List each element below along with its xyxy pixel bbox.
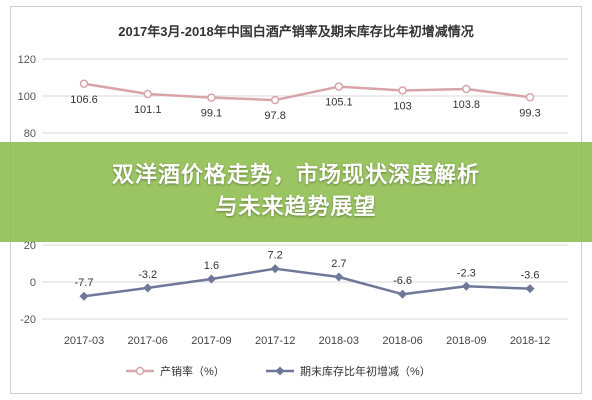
upper-y-tick-label: 100 bbox=[18, 91, 36, 103]
series-1-data-label: 103.8 bbox=[453, 99, 481, 111]
series-1-point bbox=[270, 95, 280, 105]
lower-y-tick-label: 0 bbox=[30, 277, 36, 289]
series-2-point bbox=[270, 264, 280, 274]
series-1-point bbox=[334, 82, 344, 91]
x-tick-label: 2018-03 bbox=[319, 335, 359, 347]
series-1-data-label: 99.1 bbox=[201, 108, 222, 120]
series-2-point bbox=[334, 272, 344, 282]
legend: 产销率（%） 期末库存比年初增减（%） bbox=[126, 364, 431, 378]
legend-series-1-label: 产销率（%） bbox=[160, 364, 225, 378]
series-1-point bbox=[398, 86, 407, 95]
x-tick-label: 2017-09 bbox=[191, 335, 231, 347]
series-2-point bbox=[461, 281, 471, 291]
x-axis-labels: 2017-03 2017-06 2017-09 2017-12 2018-03 2018-… bbox=[64, 335, 550, 347]
x-tick-label: 2017-06 bbox=[128, 335, 168, 347]
series-2-point bbox=[143, 283, 153, 293]
series-1-data-label: 97.8 bbox=[264, 110, 285, 122]
series-1-data-label: 99.3 bbox=[519, 107, 540, 119]
series-2-data-label: 7.2 bbox=[267, 250, 282, 262]
series-2-data-label: -3.2 bbox=[138, 269, 157, 281]
series-1-line bbox=[83, 82, 531, 102]
series-1-data-label: 106.6 bbox=[70, 94, 98, 106]
x-tick-label: 2018-06 bbox=[382, 335, 422, 347]
series-2-data-label: 2.7 bbox=[331, 258, 346, 270]
lower-y-tick-label: -20 bbox=[20, 314, 36, 326]
series-1-point bbox=[207, 93, 216, 102]
upper-y-tick-label: 80 bbox=[24, 128, 36, 140]
series-1-data-label: 101.1 bbox=[134, 104, 162, 116]
chart-title: 2017年3月-2018年中国白酒产销率及期末库存比年初增减情况 bbox=[118, 24, 473, 39]
series-1-point bbox=[462, 84, 471, 94]
lower-y-tick-label: 20 bbox=[24, 240, 36, 252]
series-1-point bbox=[79, 79, 89, 89]
y-axis-ticks: 80 100 120 -20 0 20 bbox=[18, 54, 36, 326]
series-2-data-label: 1.6 bbox=[204, 260, 219, 272]
series-1-point bbox=[525, 93, 535, 102]
series-2-point bbox=[79, 291, 89, 301]
headline-banner: 双洋酒价格走势，市场现状深度解析 与未来趋势展望 bbox=[0, 142, 592, 242]
x-tick-label: 2018-12 bbox=[510, 335, 550, 347]
series-2-data-label: -6.6 bbox=[393, 275, 412, 287]
legend-series-2-marker bbox=[275, 366, 285, 376]
x-tick-label: 2018-09 bbox=[446, 335, 486, 347]
legend-series-2-label: 期末库存比年初增减（%） bbox=[300, 364, 431, 378]
series-1-point bbox=[143, 89, 152, 99]
x-tick-label: 2017-12 bbox=[255, 335, 295, 347]
legend-series-1-marker bbox=[135, 366, 145, 376]
x-tick-label: 2017-03 bbox=[64, 335, 104, 347]
upper-y-tick-label: 120 bbox=[18, 54, 36, 66]
headline-line-2: 与未来趋势展望 bbox=[215, 195, 377, 220]
gridlines bbox=[42, 58, 568, 320]
series-2-point bbox=[525, 284, 535, 294]
series-2-point bbox=[206, 274, 216, 284]
series-1-data-label: 103 bbox=[393, 100, 411, 112]
series-2-line bbox=[83, 267, 531, 298]
series-2-data-label: -2.3 bbox=[457, 267, 476, 279]
series-2-data-label: -3.6 bbox=[521, 270, 540, 282]
series-1-data-label: 105.1 bbox=[325, 97, 353, 109]
headline-line-1: 双洋酒价格走势，市场现状深度解析 bbox=[111, 163, 480, 188]
series-2-point bbox=[398, 289, 408, 299]
series-2-data-label: -7.7 bbox=[75, 277, 94, 289]
